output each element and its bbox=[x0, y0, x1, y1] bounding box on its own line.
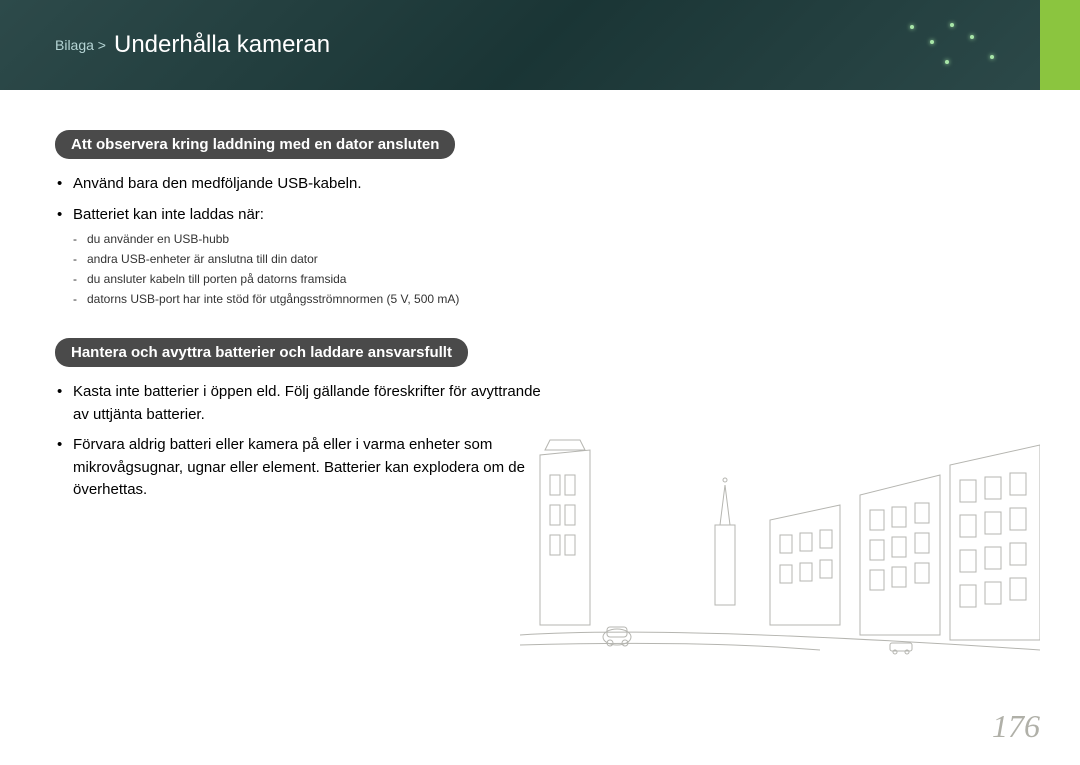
bullet-text: Använd bara den medföljande USB-kabeln. bbox=[73, 175, 362, 192]
list-item: Använd bara den medföljande USB-kabeln. bbox=[55, 173, 545, 196]
sub-list-item: andra USB-enheter är anslutna till din d… bbox=[73, 250, 545, 268]
sub-list: du använder en USB-hubb andra USB-enhete… bbox=[73, 230, 545, 308]
list-item: Batteriet kan inte laddas när: du använd… bbox=[55, 204, 545, 309]
bullet-text: Batteriet kan inte laddas när: bbox=[73, 206, 264, 223]
main-content: Att observera kring laddning med en dato… bbox=[0, 90, 600, 502]
city-line-illustration bbox=[520, 425, 1040, 705]
accent-tab bbox=[1040, 0, 1080, 90]
bullet-text: Kasta inte batterier i öppen eld. Följ g… bbox=[73, 383, 541, 423]
bullet-list-1: Använd bara den medföljande USB-kabeln. … bbox=[55, 173, 545, 308]
section-heading-1: Att observera kring laddning med en dato… bbox=[55, 130, 455, 159]
bullet-list-2: Kasta inte batterier i öppen eld. Följ g… bbox=[55, 381, 545, 502]
breadcrumb: Bilaga > bbox=[55, 37, 106, 53]
page-title: Underhålla kameran bbox=[114, 31, 330, 59]
sub-list-item: du använder en USB-hubb bbox=[73, 230, 545, 248]
header-sparkles-decoration bbox=[900, 15, 1020, 75]
sub-list-item: datorns USB-port har inte stöd för utgån… bbox=[73, 290, 545, 308]
page-header: Bilaga > Underhålla kameran bbox=[0, 0, 1080, 90]
list-item: Kasta inte batterier i öppen eld. Följ g… bbox=[55, 381, 545, 426]
sub-list-item: du ansluter kabeln till porten på datorn… bbox=[73, 270, 545, 288]
page-number: 176 bbox=[992, 708, 1040, 745]
list-item: Förvara aldrig batteri eller kamera på e… bbox=[55, 434, 545, 502]
section-heading-2: Hantera och avyttra batterier och laddar… bbox=[55, 338, 468, 367]
bullet-text: Förvara aldrig batteri eller kamera på e… bbox=[73, 436, 525, 498]
